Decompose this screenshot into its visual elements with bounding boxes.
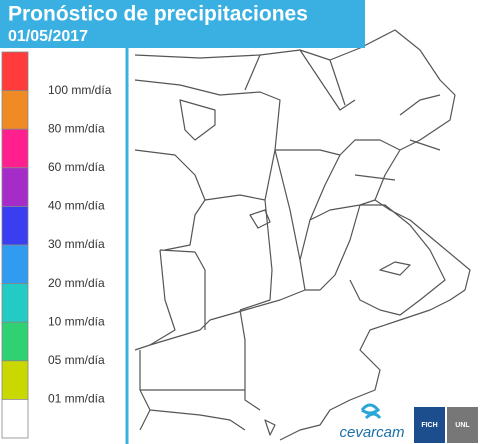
legend-swatch xyxy=(1,167,29,207)
legend-label: 60 mm/día xyxy=(48,160,105,174)
title-banner xyxy=(0,0,365,48)
legend-label: 30 mm/día xyxy=(48,237,105,251)
logo-fich xyxy=(414,407,445,443)
brand-text: cevarcam xyxy=(339,424,404,441)
legend-label: 40 mm/día xyxy=(48,199,105,213)
logo-unl xyxy=(447,407,478,443)
legend-label: 20 mm/día xyxy=(48,276,105,290)
legend-swatch xyxy=(1,321,29,362)
legend-swatch xyxy=(1,128,29,169)
legend-label: 10 mm/día xyxy=(48,314,105,328)
title: Pronóstico de precipitaciones xyxy=(8,3,308,26)
legend-label: 80 mm/día xyxy=(48,121,105,135)
legend-label: 01 mm/día xyxy=(48,392,105,406)
legend: 100 mm/día 80 mm/día 60 mm/día 40 mm/día 30 … xyxy=(1,51,112,439)
legend-swatch xyxy=(1,398,29,439)
unl-text: UNL xyxy=(455,422,470,429)
legend-swatch xyxy=(1,283,29,323)
date: 01/05/2017 xyxy=(8,28,88,45)
legend-swatch xyxy=(1,244,29,284)
legend-swatch xyxy=(1,51,29,91)
legend-label: 100 mm/día xyxy=(48,83,112,97)
legend-swatch xyxy=(1,360,29,400)
legend-swatch xyxy=(1,205,29,246)
legend-label: 05 mm/día xyxy=(48,353,105,367)
fich-text: FICH xyxy=(421,422,437,429)
map-borders xyxy=(134,29,471,441)
legend-swatch xyxy=(1,90,29,130)
logo-cevarcam: cevarcam xyxy=(339,403,405,441)
